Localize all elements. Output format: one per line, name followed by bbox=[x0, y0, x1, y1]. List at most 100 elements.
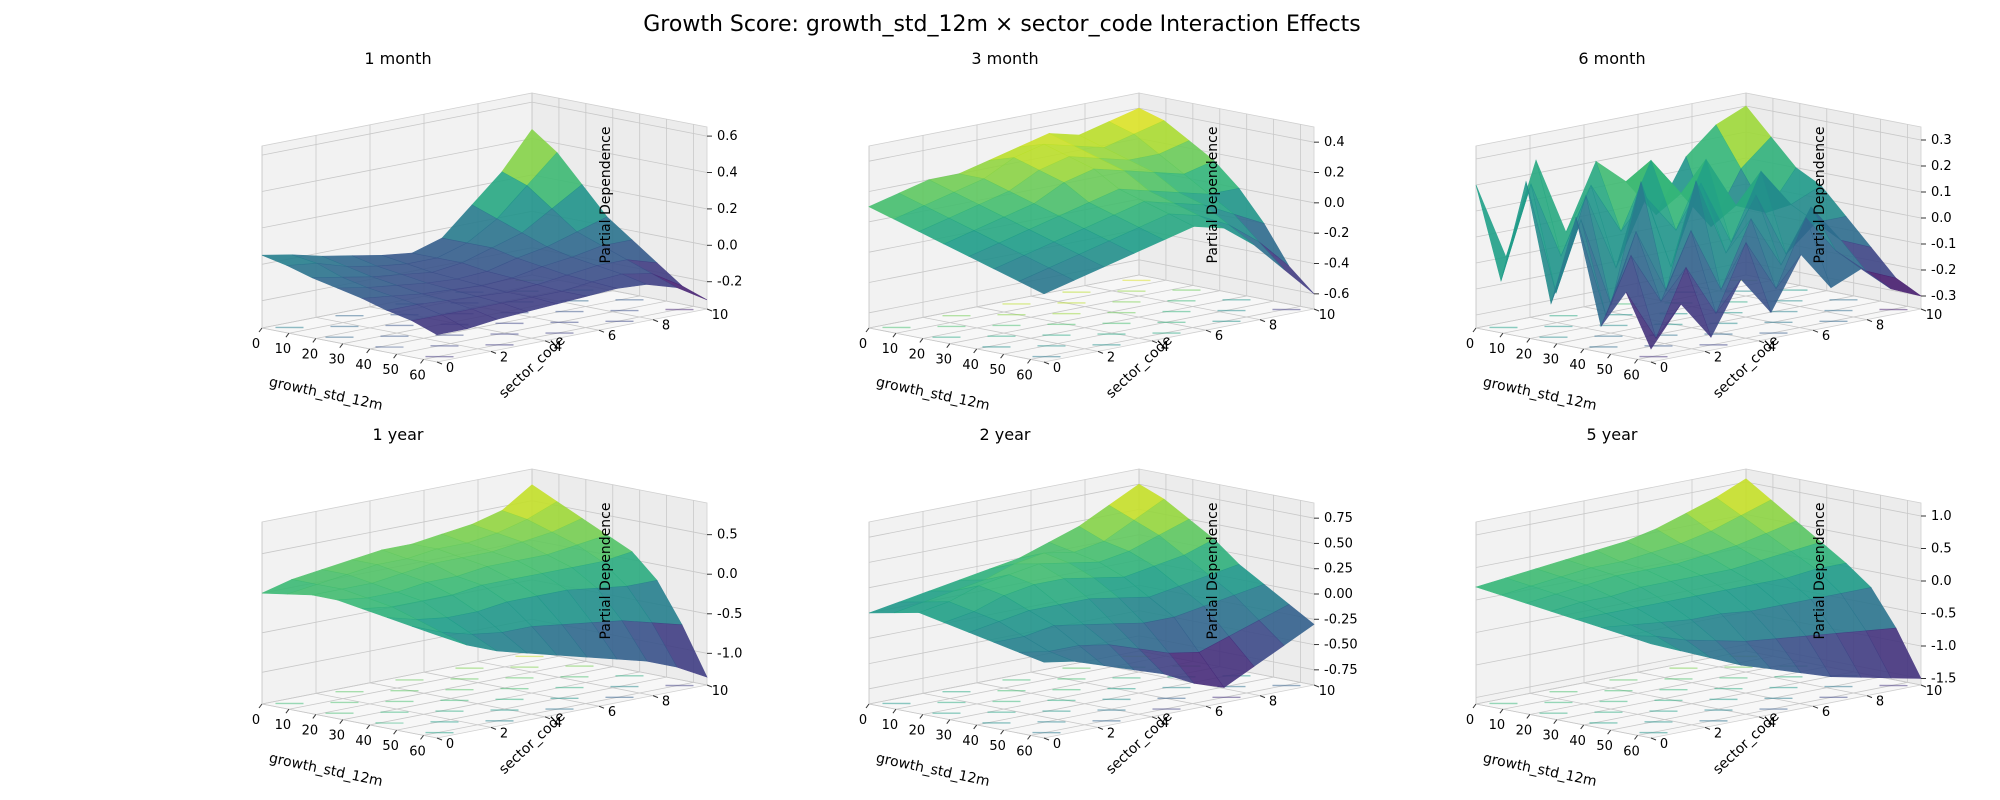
y-tick-label: 10 bbox=[1319, 308, 1336, 323]
x-tick bbox=[892, 708, 897, 714]
z-tick-label: 0.3 bbox=[1931, 133, 1952, 148]
x-tick-label: 40 bbox=[355, 734, 372, 749]
x-tick bbox=[1000, 729, 1005, 735]
surface-cell bbox=[1018, 267, 1075, 295]
x-tick-label: 50 bbox=[1596, 739, 1613, 754]
z-tick-label: 1.0 bbox=[1931, 509, 1952, 524]
x-tick-label: 40 bbox=[962, 358, 979, 373]
subplot-title: 5 year bbox=[1587, 425, 1638, 444]
y-tick bbox=[1812, 705, 1819, 709]
x-tick bbox=[1580, 348, 1585, 354]
x-tick bbox=[946, 343, 951, 348]
y-tick bbox=[1097, 350, 1104, 354]
gridline bbox=[531, 650, 708, 686]
y-tick bbox=[544, 340, 551, 344]
x-tick bbox=[420, 735, 424, 740]
x-tick-label: 60 bbox=[1016, 744, 1033, 759]
z-tick-label: 0.00 bbox=[1324, 587, 1353, 602]
y-tick bbox=[1758, 716, 1765, 720]
z-tick-label: -0.25 bbox=[1324, 612, 1358, 627]
x-tick-label: 30 bbox=[1542, 729, 1559, 744]
gridline bbox=[261, 703, 438, 739]
gridline bbox=[868, 327, 1045, 363]
z-tick-label: -0.3 bbox=[1931, 289, 1956, 304]
x-tick-label: 50 bbox=[382, 739, 399, 754]
x-tick bbox=[1553, 343, 1558, 348]
y-tick-label: 4 bbox=[1161, 340, 1169, 355]
subplot: 0 10 20 30 40 50 60 0 2 4 6 8 10 -0.3 -0.2 -0.1 0.0 0.1 0.… bbox=[1466, 49, 1957, 414]
z-tick-label: -1.5 bbox=[1931, 672, 1956, 687]
surface-cell bbox=[1018, 651, 1075, 663]
y-tick-label: 8 bbox=[662, 695, 670, 710]
z-axis-label: Partial Dependence bbox=[1205, 503, 1221, 640]
gridline bbox=[1529, 661, 1800, 715]
y-tick-label: 2 bbox=[500, 726, 508, 741]
y-tick bbox=[1043, 361, 1050, 365]
gridline bbox=[369, 671, 640, 726]
y-tick bbox=[1920, 308, 1927, 312]
x-tick bbox=[1499, 708, 1504, 714]
z-tick-label: 0.0 bbox=[1324, 196, 1345, 211]
x-axis-label: growth_std_12m bbox=[268, 750, 385, 790]
y-tick-label: 8 bbox=[1269, 319, 1277, 334]
x-tick bbox=[1526, 714, 1531, 719]
x-tick-label: 20 bbox=[1516, 723, 1533, 738]
z-tick-label: 0.5 bbox=[1931, 542, 1952, 557]
z-tick-label: -1.0 bbox=[717, 646, 742, 661]
z-tick-label: 0.4 bbox=[717, 166, 738, 181]
y-tick bbox=[1758, 340, 1765, 344]
y-tick-label: 8 bbox=[1876, 319, 1884, 334]
x-tick bbox=[1526, 338, 1531, 343]
x-tick bbox=[919, 714, 924, 719]
subplot-title: 6 month bbox=[1578, 49, 1645, 68]
subplot: 0 10 20 30 40 50 60 0 2 4 6 8 10 -0.6 -0.4 -0.2 0.0 0.2 0.… bbox=[859, 49, 1350, 414]
x-tick bbox=[312, 714, 317, 719]
y-tick bbox=[1043, 737, 1050, 741]
subplot-title: 2 year bbox=[980, 425, 1031, 444]
gridline bbox=[315, 317, 492, 352]
y-tick bbox=[652, 319, 659, 323]
y-tick-label: 6 bbox=[1215, 705, 1223, 720]
x-tick bbox=[285, 708, 290, 714]
y-tick-label: 0 bbox=[446, 361, 454, 376]
x-tick-label: 60 bbox=[1623, 744, 1640, 759]
z-tick-label: -0.1 bbox=[1931, 237, 1956, 252]
subplot-title: 1 month bbox=[364, 49, 431, 68]
x-tick-label: 40 bbox=[1569, 734, 1586, 749]
figure-title: Growth Score: growth_std_12m × sector_co… bbox=[643, 12, 1361, 37]
y-tick bbox=[1866, 695, 1873, 699]
y-tick bbox=[1313, 684, 1320, 688]
z-tick-label: -0.2 bbox=[717, 275, 742, 290]
z-tick-label: -0.50 bbox=[1324, 638, 1358, 653]
subplot-grid: 0 10 20 30 40 50 60 0246810-0.20.00.20.40.6grow… bbox=[252, 49, 1957, 790]
y-tick-label: 2 bbox=[500, 350, 508, 365]
z-axis-label: Partial Dependence bbox=[1812, 503, 1828, 640]
gridline bbox=[868, 274, 1140, 329]
x-tick-label: 0 bbox=[252, 713, 260, 728]
x-tick-label: 10 bbox=[275, 718, 292, 733]
x-tick-label: 20 bbox=[909, 723, 926, 738]
surface-cell bbox=[411, 626, 468, 646]
gridline bbox=[868, 259, 1315, 314]
x-tick-label: 50 bbox=[989, 363, 1006, 378]
gridline bbox=[1583, 671, 1854, 726]
gridline bbox=[949, 290, 1220, 345]
surface-cell bbox=[411, 314, 468, 336]
z-tick-label: -0.4 bbox=[1324, 257, 1349, 272]
z-tick-label: 0.50 bbox=[1324, 536, 1353, 551]
z-tick-label: 0.2 bbox=[717, 202, 738, 217]
surface-cell bbox=[1625, 635, 1682, 652]
y-tick-label: 4 bbox=[554, 340, 562, 355]
x-tick-label: 20 bbox=[302, 347, 319, 362]
x-tick-label: 20 bbox=[1516, 347, 1533, 362]
y-tick bbox=[1151, 716, 1158, 720]
z-tick-label: -0.5 bbox=[717, 607, 742, 622]
x-tick-label: 60 bbox=[409, 368, 426, 383]
y-tick bbox=[1205, 329, 1212, 333]
y-tick-label: 6 bbox=[608, 329, 616, 344]
x-tick bbox=[973, 724, 978, 730]
y-tick bbox=[1205, 705, 1212, 709]
x-tick bbox=[1472, 703, 1477, 709]
gridline bbox=[315, 693, 492, 728]
z-tick-label: -0.6 bbox=[1324, 287, 1349, 302]
